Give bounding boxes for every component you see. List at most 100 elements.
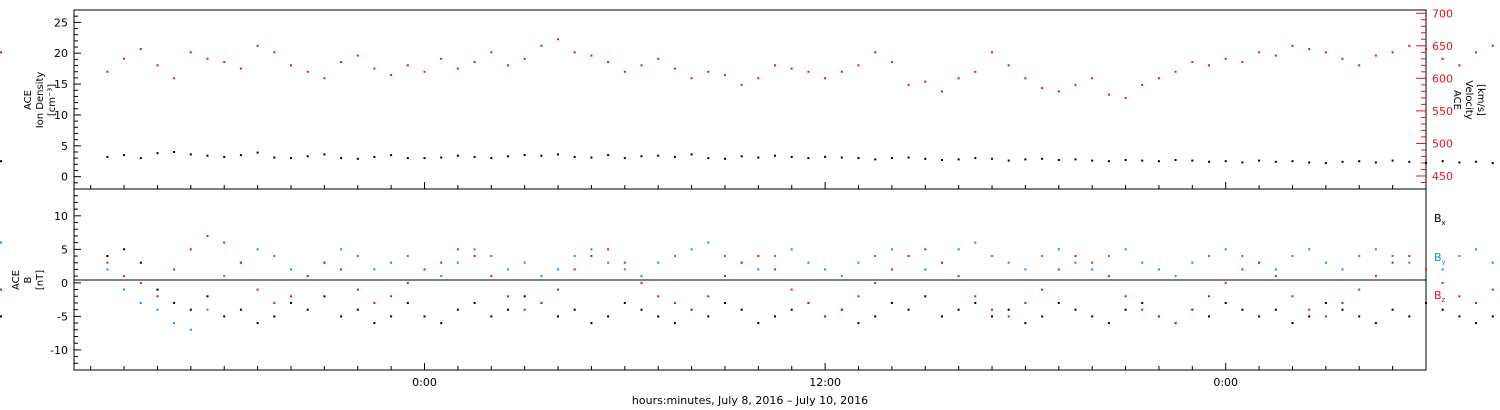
velocity-point	[857, 64, 860, 67]
bx-point	[406, 302, 409, 304]
by-point	[707, 241, 710, 244]
density-point	[523, 154, 526, 157]
by-point	[223, 275, 226, 278]
velocity-point	[690, 77, 693, 80]
density-point	[1141, 159, 1144, 162]
velocity-point	[206, 57, 209, 60]
bx-point	[523, 295, 526, 298]
velocity-point	[1491, 44, 1494, 47]
bx-point	[490, 315, 493, 318]
by-point	[123, 288, 126, 291]
bz-point	[423, 268, 426, 271]
density-point	[1341, 160, 1344, 163]
bx-point	[306, 308, 309, 311]
by-point	[957, 248, 960, 251]
bottom-panel-points	[0, 234, 1494, 331]
velocity-point	[1475, 51, 1478, 54]
velocity-point	[590, 54, 593, 57]
b-tick-label: 0	[61, 277, 68, 290]
bx-point	[1024, 322, 1027, 325]
by-point	[1107, 255, 1110, 257]
b-axis-title-line1: ACE	[11, 270, 22, 290]
by-point	[540, 275, 543, 278]
velocity-point	[1091, 77, 1094, 80]
density-point	[490, 157, 493, 160]
density-point	[0, 160, 2, 163]
legend-subscript: x	[1442, 219, 1446, 227]
bz-point	[540, 302, 543, 304]
density-point	[390, 154, 393, 157]
density-point	[757, 156, 760, 159]
velocity-point	[223, 61, 226, 64]
by-point	[1074, 261, 1077, 264]
bz-point	[1091, 261, 1094, 264]
velocity-point	[941, 90, 943, 93]
velocity-axis-title-line2: Velocity	[1463, 80, 1474, 119]
density-point	[1408, 160, 1411, 163]
b-legend: Bx By Bz	[1434, 212, 1446, 304]
bx-point	[1374, 322, 1377, 325]
bx-point	[724, 302, 726, 304]
velocity-point	[189, 51, 192, 54]
bx-point	[206, 295, 209, 298]
bx-point	[1458, 315, 1461, 318]
velocity-point	[1174, 70, 1177, 73]
bx-point	[173, 302, 176, 304]
velocity-point	[1074, 83, 1077, 86]
by-point	[757, 268, 760, 271]
bz-point	[1391, 261, 1394, 264]
velocity-point	[657, 57, 660, 60]
top-panel-points	[0, 38, 1494, 165]
bz-point	[774, 268, 776, 271]
bx-point	[790, 308, 793, 311]
bz-point	[340, 268, 343, 271]
bz-point	[690, 308, 693, 311]
bx-point	[156, 288, 159, 291]
bx-point	[1041, 315, 1044, 318]
by-point	[1374, 248, 1377, 251]
bz-point	[740, 261, 743, 264]
density-point	[607, 154, 610, 157]
density-point	[1324, 162, 1327, 165]
bx-point	[340, 315, 343, 318]
density-point	[774, 154, 776, 157]
by-point	[857, 261, 860, 264]
density-point	[1224, 160, 1227, 163]
bz-point	[1174, 322, 1177, 325]
velocity-point	[640, 64, 643, 67]
bx-point	[740, 308, 743, 311]
density-point	[1425, 162, 1427, 165]
velocity-point	[173, 77, 176, 80]
velocity-point	[273, 51, 276, 54]
density-point	[623, 157, 626, 160]
bz-point	[490, 275, 493, 278]
velocity-point	[1241, 61, 1244, 64]
bz-point	[223, 241, 226, 244]
bx-point	[1341, 308, 1344, 311]
bx-point	[1007, 308, 1010, 311]
density-point	[957, 158, 960, 161]
x-tick-label: 0:00	[412, 376, 437, 389]
density-point	[1208, 160, 1210, 163]
velocity-point	[356, 54, 359, 57]
by-point	[456, 261, 459, 264]
bx-point	[1074, 308, 1077, 311]
velocity-point	[156, 64, 159, 67]
bx-point	[1358, 315, 1361, 318]
bx-point	[423, 315, 426, 318]
by-point	[1475, 248, 1478, 251]
by-point	[1441, 268, 1444, 271]
velocity-point	[1107, 93, 1110, 96]
by-point	[440, 275, 443, 278]
by-point	[974, 241, 977, 244]
bz-point	[1425, 268, 1427, 271]
by-point	[1007, 261, 1010, 264]
by-point	[1041, 255, 1044, 257]
bz-point	[507, 295, 509, 298]
bx-point	[1475, 322, 1478, 325]
velocity-point	[707, 70, 710, 73]
bx-point	[623, 302, 626, 304]
bx-point	[139, 261, 142, 264]
bx-point	[373, 322, 376, 325]
bx-point	[440, 322, 443, 325]
